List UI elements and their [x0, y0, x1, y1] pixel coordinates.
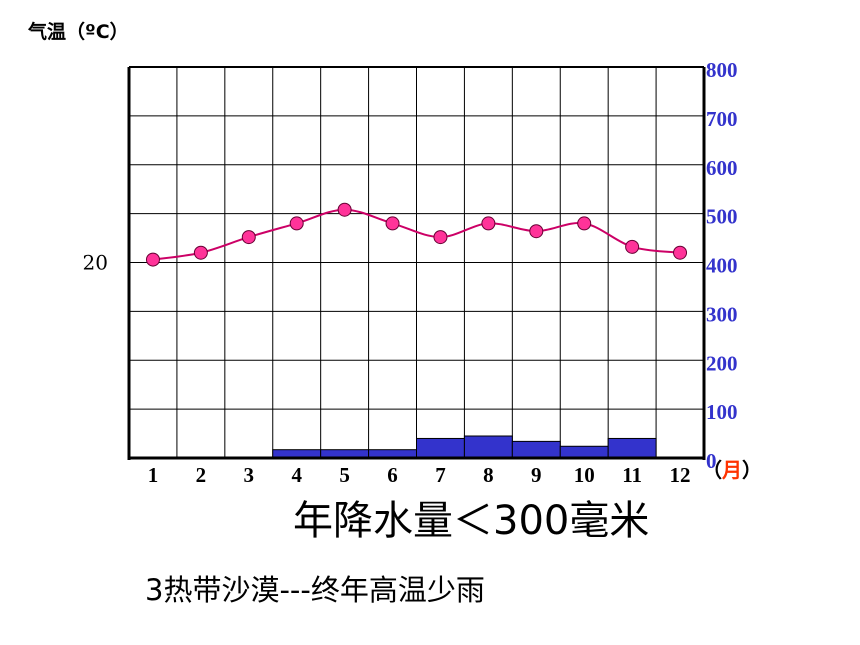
grid: [129, 67, 704, 458]
temperature-point: [481, 216, 496, 231]
x-tick-label: 12: [670, 463, 691, 487]
precip-tick-label: 800: [706, 58, 738, 82]
temperature-axis-title: 气温（ºC）: [27, 20, 129, 43]
temperature-point: [625, 239, 640, 254]
temperature-tick-label: 20: [83, 251, 108, 275]
precip-tick-label: 400: [706, 254, 738, 278]
x-tick-label: 3: [244, 463, 255, 487]
precip-tick-label: 700: [706, 107, 738, 131]
x-tick-label: 8: [483, 463, 494, 487]
axes: [127, 66, 706, 460]
x-unit-month: 月: [721, 458, 742, 482]
temperature-point: [433, 230, 448, 245]
x-tick-label: 4: [291, 463, 302, 487]
temperature-point: [145, 252, 160, 267]
precipitation-bars: [272, 435, 657, 459]
precip-bar: [511, 440, 561, 459]
precip-tick-label: 0: [706, 449, 717, 473]
precip-tick-label: 300: [706, 302, 738, 326]
x-tick-label: 2: [196, 463, 207, 487]
x-tick-label: 10: [574, 463, 595, 487]
temperature-point: [673, 245, 688, 260]
x-tick-label: 11: [622, 463, 642, 487]
temperature-point: [577, 216, 592, 231]
temperature-point: [337, 202, 352, 217]
climate-type-caption: 3热带沙漠---终年高温少雨: [145, 573, 485, 607]
temperature-points: [145, 202, 688, 267]
temperature-point: [289, 216, 304, 231]
precip-tick-label: 100: [706, 400, 738, 424]
precip-bar: [607, 437, 657, 459]
precip-tick-label: 200: [706, 351, 738, 375]
tick-labels: 1 2 3 4 5 6 7 8 9 10 11 120100200300400500600700800…: [83, 58, 738, 487]
x-tick-label: 5: [339, 463, 350, 487]
precip-bar: [463, 435, 513, 459]
x-tick-label: 1: [148, 463, 159, 487]
precip-bar: [559, 445, 609, 459]
temperature-point: [385, 216, 400, 231]
temperature-point: [529, 224, 544, 239]
temperature-point: [193, 245, 208, 260]
x-unit-open: （: [702, 458, 722, 482]
x-tick-label: 6: [387, 463, 398, 487]
precip-tick-label: 600: [706, 156, 738, 180]
precip-bar: [416, 437, 465, 459]
precip-tick-label: 500: [706, 205, 738, 229]
x-unit-close: ）: [742, 458, 762, 482]
x-tick-label: 9: [531, 463, 542, 487]
x-axis-unit: （月）: [702, 458, 762, 482]
temperature-point: [241, 230, 256, 245]
annual-precipitation-caption: 年降水量＜300毫米: [293, 498, 650, 544]
x-tick-label: 7: [435, 463, 446, 487]
